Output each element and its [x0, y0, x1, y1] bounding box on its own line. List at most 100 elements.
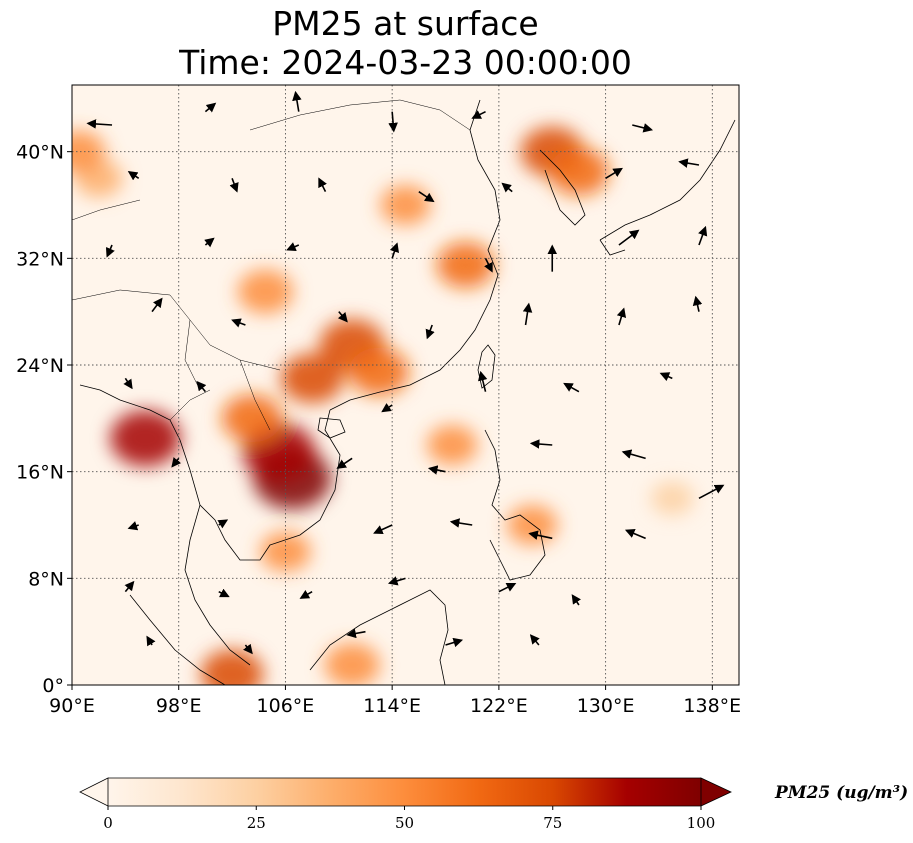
map-plot-area: [72, 85, 739, 685]
coastlines: [72, 99, 736, 685]
lon-tick-label: 114°E: [363, 695, 421, 717]
lat-tick-label: 8°N: [28, 568, 64, 590]
coastline-sumatra: [129, 594, 226, 685]
wind-arrow: [381, 402, 393, 413]
lat-tick-label: 40°N: [16, 142, 64, 164]
wind-arrow: [618, 229, 640, 246]
wind-arrow: [692, 295, 703, 312]
wind-arrow: [123, 377, 133, 390]
country-borders: [72, 99, 471, 431]
colorbar-tick-label: 0: [103, 814, 113, 832]
lon-tick-label: 130°E: [577, 695, 635, 717]
lon-tick-label: 90°E: [49, 695, 95, 717]
wind-arrow: [621, 449, 646, 460]
wind-arrow: [605, 167, 623, 180]
pm25-hotspot-9: [237, 269, 294, 314]
wind-arrow: [388, 111, 398, 133]
longitude-ticks: 90°E 98°E 106°E 114°E 122°E 130°E 138°E: [49, 685, 741, 717]
coastline-korea: [539, 149, 586, 226]
map-subtitle: Time: 2024-03-23 00:00:00: [179, 43, 632, 82]
pm25-hotspot-14: [380, 185, 431, 225]
wind-arrow: [127, 521, 139, 531]
coastline-philippines: [484, 429, 546, 581]
lat-tick-label: 24°N: [16, 355, 64, 377]
wind-arrow: [299, 589, 313, 599]
latitude-ticks: 0° 8°N 16°N 24°N 32°N 40°N: [16, 142, 72, 697]
wind-arrow: [217, 519, 229, 529]
lon-tick-label: 106°E: [257, 695, 315, 717]
wind-arrow: [336, 457, 353, 469]
coastline-indochina: [79, 384, 341, 561]
map-title: PM25 at surface: [272, 4, 539, 43]
wind-arrow: [243, 643, 253, 655]
coastline-borneo: [309, 589, 449, 685]
colorbar-tick-label: 25: [247, 814, 266, 832]
wind-arrow: [105, 244, 115, 258]
wind-arrow: [678, 158, 700, 168]
pm25-field: [72, 126, 694, 685]
wind-arrow: [231, 318, 246, 328]
colorbar-tick-label: 100: [687, 814, 716, 832]
pm25-hotspot-17: [506, 505, 558, 545]
wind-arrow: [616, 307, 627, 326]
wind-arrow: [471, 110, 486, 119]
wind-arrow: [571, 594, 581, 606]
wind-arrow: [389, 242, 399, 259]
coastline-hainan: [317, 417, 346, 439]
wind-arrow: [229, 178, 239, 193]
coastline-malay: [184, 504, 251, 666]
pm25-hotspot-19: [260, 531, 311, 572]
wind-arrow: [127, 171, 140, 181]
wind-arrow: [427, 465, 446, 475]
wind-arrow: [171, 457, 182, 468]
lon-tick-label: 138°E: [683, 695, 741, 717]
coastline-china-east: [329, 99, 501, 411]
wind-arrow: [292, 90, 302, 112]
wind-arrow: [346, 628, 366, 639]
wind-arrow: [151, 297, 163, 313]
wind-arrow: [124, 580, 135, 593]
wind-arrow: [698, 484, 725, 500]
wind-arrow: [373, 524, 393, 535]
wind-arrow: [204, 237, 215, 248]
pm25-hotspot-7: [548, 147, 610, 196]
pm25-hotspot-13: [426, 425, 478, 465]
wind-arrow: [445, 637, 464, 648]
lon-tick-label: 98°E: [156, 695, 202, 717]
wind-vectors: [86, 90, 725, 655]
wind-arrow: [218, 588, 230, 598]
map-background: [72, 85, 739, 685]
wind-arrow: [204, 102, 217, 113]
pm25-hotspot-11: [324, 643, 380, 685]
pm25-hotspot-2: [110, 410, 181, 467]
wind-arrow: [478, 370, 488, 392]
wind-arrow: [659, 372, 673, 382]
pm25-hotspot-10: [200, 649, 264, 685]
wind-arrow: [449, 518, 473, 528]
lon-tick-label: 122°E: [470, 695, 528, 717]
lat-tick-label: 32°N: [16, 248, 64, 270]
wind-arrow: [529, 439, 553, 449]
pm25-hotspot-4: [280, 353, 344, 404]
wind-arrow: [86, 119, 113, 129]
coastline-japan: [599, 119, 736, 256]
wind-arrow: [146, 635, 156, 647]
wind-arrow: [318, 177, 327, 193]
pm25-hotspot-5: [221, 394, 283, 443]
lat-tick-label: 16°N: [16, 462, 64, 484]
wind-arrow: [501, 182, 513, 193]
wind-arrow: [632, 123, 654, 133]
wind-arrow: [387, 576, 406, 586]
wind-arrow: [425, 324, 435, 340]
wind-arrow: [563, 382, 580, 393]
wind-arrow: [528, 530, 553, 540]
colorbar-min-extension: [79, 777, 109, 807]
coastline-taiwan: [477, 344, 496, 389]
wind-arrow: [698, 225, 708, 246]
wind-arrow: [484, 257, 493, 273]
map-frame: [71, 84, 740, 686]
colorbar: 0 25 50 75 100 PM25 (ug/m³): [79, 777, 908, 832]
wind-arrow: [529, 634, 540, 646]
pm25-hotspot-12: [348, 347, 410, 396]
colorbar-tick-label: 50: [395, 814, 414, 832]
